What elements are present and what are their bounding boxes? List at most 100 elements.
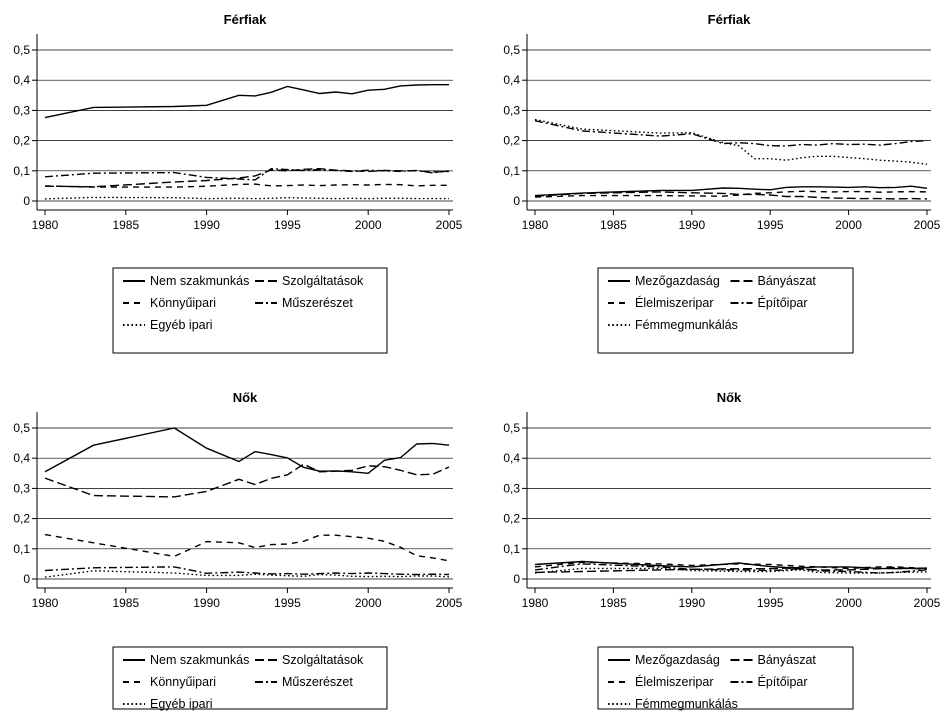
y-tick-label: 0,1 — [13, 542, 30, 556]
legend-label: Építőipar — [758, 674, 808, 689]
y-tick-label: 0,2 — [503, 512, 520, 526]
legend-label: Szolgáltatások — [282, 653, 364, 667]
series-line-m-szer-szet — [44, 167, 450, 181]
x-tick-label: 1990 — [193, 596, 220, 610]
y-tick-label: 0,2 — [13, 134, 30, 148]
legend-label: Élelmiszeripar — [635, 295, 714, 310]
x-tick-label: 1990 — [678, 218, 705, 232]
y-tick-label: 0,4 — [13, 73, 30, 87]
series-line-nem-szakmunk-s — [44, 83, 449, 119]
chart-title: Nők — [233, 390, 258, 405]
legend-label: Szolgáltatások — [282, 274, 364, 288]
y-tick-label: 0,3 — [13, 103, 30, 117]
series-line-f-mmegmunk-l-s — [534, 567, 928, 574]
series-line-mez-gazdas-g — [534, 185, 928, 197]
chart-panel-2: Férfiak 0 0,1 0,2 0,3 0,4 0,5 1980 1985 1990 1995 2… — [503, 12, 941, 354]
y-tick-label: 0,4 — [13, 451, 30, 465]
legend-box — [597, 646, 854, 710]
series-line-b-ny-szat — [534, 191, 928, 200]
series-line-nem-szakmunk-s — [44, 427, 450, 475]
series-line--lelmiszeripar — [534, 190, 928, 198]
x-tick-label: 1995 — [274, 596, 301, 610]
x-tick-label: 1980 — [522, 596, 549, 610]
y-tick-label: 0 — [23, 194, 30, 208]
series-line-k-nny-ipari — [44, 183, 449, 188]
chart-title: Nők — [717, 390, 742, 405]
legend-label: Műszerészet — [282, 675, 353, 689]
x-tick-label: 1990 — [193, 218, 220, 232]
legend-label: Bányászat — [758, 653, 817, 667]
legend-label: Bányászat — [758, 274, 817, 288]
chart-panel-1: Férfiak 0 0,1 0,2 0,3 0,4 0,5 1980 1985 1990 1995 2… — [13, 12, 463, 354]
y-tick-label: 0,5 — [13, 43, 30, 57]
legend-label: Könnyűipari — [150, 675, 216, 689]
x-tick-label: 1980 — [32, 218, 59, 232]
legend-label: Mezőgazdaság — [635, 274, 720, 288]
legend-label: Egyéb ipari — [150, 318, 213, 332]
series-line--p-t-ipar — [534, 563, 928, 574]
x-tick-label: 1985 — [112, 596, 139, 610]
legend-label: Fémmegmunkálás — [635, 697, 738, 711]
legend-label: Nem szakmunkás — [150, 653, 249, 667]
x-tick-label: 2005 — [914, 596, 941, 610]
series-line-f-mmegmunk-l-s — [534, 118, 928, 165]
x-tick-label: 1980 — [522, 218, 549, 232]
legend-label: Műszerészet — [282, 296, 353, 310]
y-tick-label: 0,3 — [503, 481, 520, 495]
x-tick-label: 1980 — [32, 596, 59, 610]
chart-title: Férfiak — [708, 12, 751, 27]
x-tick-label: 2005 — [436, 218, 463, 232]
series-line-k-nny-ipari — [44, 533, 450, 562]
x-tick-label: 2005 — [436, 596, 463, 610]
y-tick-label: 0,2 — [503, 134, 520, 148]
series-line--lelmiszeripar — [534, 561, 928, 570]
legend: Nem szakmunkás Szolgáltatások Könnyűipari M… — [112, 267, 388, 354]
x-tick-label: 2000 — [355, 596, 382, 610]
x-tick-label: 1985 — [112, 218, 139, 232]
y-tick-label: 0,4 — [503, 451, 520, 465]
legend-box — [597, 267, 854, 354]
chart-title: Férfiak — [224, 12, 267, 27]
legend-label: Élelmiszeripar — [635, 674, 714, 689]
y-tick-label: 0,4 — [503, 73, 520, 87]
x-tick-label: 1995 — [757, 596, 784, 610]
series-line-egy-b-ipari — [44, 196, 449, 200]
series-line--p-t-ipar — [534, 120, 928, 147]
y-tick-label: 0 — [513, 194, 520, 208]
legend-label: Építőipar — [758, 295, 808, 310]
x-tick-label: 1995 — [757, 218, 784, 232]
legend-box — [112, 646, 388, 710]
series-line-m-szer-szet — [44, 566, 450, 576]
legend: Mezőgazdaság Bányászat Élelmiszeripar Építő… — [597, 646, 854, 711]
y-tick-label: 0,2 — [13, 512, 30, 526]
legend-label: Mezőgazdaság — [635, 653, 720, 667]
y-tick-label: 0,5 — [13, 421, 30, 435]
x-tick-label: 1985 — [600, 596, 627, 610]
x-tick-label: 2000 — [835, 596, 862, 610]
series-line-szolg-ltat-sok — [44, 167, 450, 188]
y-tick-label: 0,3 — [503, 103, 520, 117]
x-tick-label: 1990 — [678, 596, 705, 610]
y-tick-label: 0 — [513, 572, 520, 586]
legend-label: Egyéb ipari — [150, 697, 213, 711]
legend-label: Nem szakmunkás — [150, 274, 249, 288]
y-tick-label: 0,1 — [503, 542, 520, 556]
legend-label: Fémmegmunkálás — [635, 318, 738, 332]
x-tick-label: 2005 — [914, 218, 941, 232]
x-tick-label: 1985 — [600, 218, 627, 232]
x-tick-label: 2000 — [835, 218, 862, 232]
x-tick-label: 2000 — [355, 218, 382, 232]
legend: Mezőgazdaság Bányászat Élelmiszeripar Építő… — [597, 267, 854, 354]
y-tick-label: 0,1 — [13, 164, 30, 178]
y-tick-label: 0 — [23, 572, 30, 586]
series-line-b-ny-szat — [534, 566, 928, 574]
legend-label: Könnyűipari — [150, 296, 216, 310]
series-line-egy-b-ipari — [44, 570, 450, 578]
legend-box — [112, 267, 388, 354]
y-tick-label: 0,1 — [503, 164, 520, 178]
x-tick-label: 1995 — [274, 218, 301, 232]
y-tick-label: 0,3 — [13, 481, 30, 495]
y-tick-label: 0,5 — [503, 421, 520, 435]
chart-panel-4: Nők 0 0,1 0,2 0,3 0,4 0,5 1980 1985 1990 1995 2000 2… — [503, 390, 940, 711]
